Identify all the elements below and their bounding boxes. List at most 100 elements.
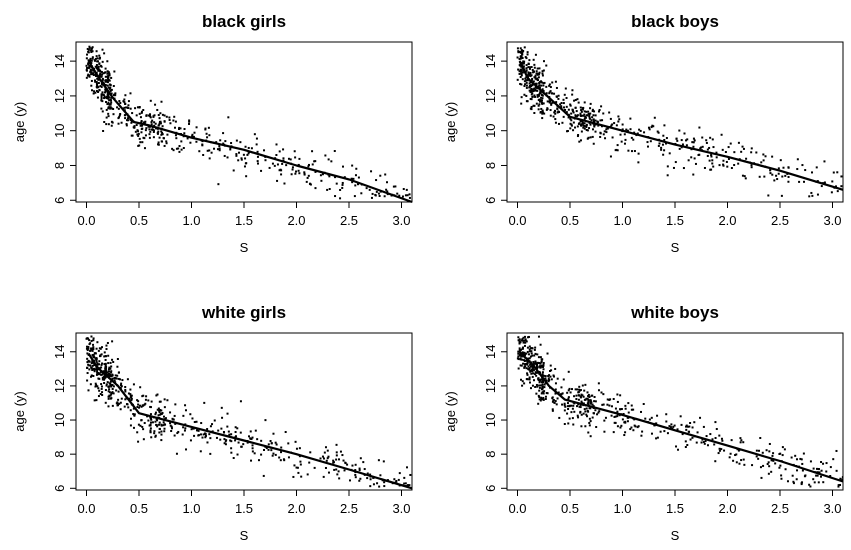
scatter-point	[532, 90, 535, 93]
scatter-point	[408, 193, 411, 196]
scatter-point	[522, 65, 525, 68]
scatter-point	[102, 129, 105, 132]
scatter-point	[803, 180, 806, 183]
scatter-point	[321, 455, 324, 458]
y-axis-label: age (y)	[12, 102, 27, 142]
scatter-point	[117, 390, 120, 393]
scatter-point	[105, 344, 108, 347]
scatter-point	[104, 368, 107, 371]
scatter-point	[616, 149, 619, 152]
scatter-point	[528, 89, 531, 92]
scatter-point	[591, 416, 594, 419]
scatter-point	[90, 51, 93, 54]
scatter-point	[120, 382, 123, 385]
scatter-point	[100, 99, 103, 102]
scatter-point	[295, 170, 298, 173]
scatter-point	[139, 386, 142, 389]
scatter-point	[127, 100, 130, 103]
scatter-point	[107, 405, 110, 408]
x-tick-label: 0.5	[130, 501, 148, 516]
scatter-point	[107, 390, 110, 393]
scatter-point	[661, 143, 664, 146]
scatter-point	[156, 419, 159, 422]
scatter-point	[90, 347, 93, 350]
scatter-point	[616, 400, 619, 403]
scatter-point	[536, 94, 539, 97]
scatter-point	[517, 358, 520, 361]
scatter-point	[530, 347, 533, 350]
scatter-point	[158, 120, 161, 123]
scatter-point	[817, 467, 820, 470]
scatter-point	[517, 355, 520, 358]
scatter-point	[111, 373, 114, 376]
scatter-point	[182, 147, 185, 150]
scatter-point	[531, 375, 534, 378]
scatter-point	[150, 123, 153, 126]
scatter-point	[816, 467, 819, 470]
scatter-point	[149, 405, 152, 408]
scatter-point	[218, 145, 221, 148]
scatter-point	[358, 469, 361, 472]
scatter-point	[577, 398, 580, 401]
scatter-point	[550, 92, 553, 95]
scatter-point	[197, 434, 200, 437]
scatter-point	[620, 408, 623, 411]
scatter-point	[540, 360, 543, 363]
scatter-point	[640, 434, 643, 437]
scatter-point	[154, 420, 157, 423]
plot-frame	[75, 41, 413, 203]
scatter-point	[521, 380, 524, 383]
scatter-point	[720, 133, 723, 136]
scatter-point	[163, 114, 166, 117]
scatter-point	[619, 408, 622, 411]
scatter-point	[762, 153, 765, 156]
scatter-point	[522, 49, 525, 52]
scatter-point	[354, 174, 357, 177]
scatter-point	[192, 135, 195, 138]
scatter-point	[182, 426, 185, 429]
scatter-point	[283, 459, 286, 462]
scatter-point	[572, 111, 575, 114]
scatter-point	[599, 135, 602, 138]
scatter-point	[385, 188, 388, 191]
scatter-point	[557, 391, 560, 394]
scatter-point	[593, 124, 596, 127]
scatter-point	[90, 362, 93, 365]
scatter-point	[629, 428, 632, 431]
scatter-point	[141, 127, 144, 130]
scatter-point	[88, 74, 91, 77]
scatter-point	[117, 398, 120, 401]
scatter-point	[149, 116, 152, 119]
scatter-point	[175, 147, 178, 150]
scatter-point	[88, 64, 91, 67]
scatter-point	[566, 412, 569, 415]
scatter-point	[768, 450, 771, 453]
scatter-point	[535, 70, 538, 73]
scatter-point	[795, 458, 798, 461]
scatter-point	[685, 144, 688, 147]
scatter-point	[528, 378, 531, 381]
scatter-point	[100, 373, 103, 376]
scatter-point	[677, 448, 680, 451]
scatter-point	[767, 194, 770, 197]
scatter-point	[703, 442, 706, 445]
scatter-point	[111, 404, 114, 407]
scatter-point	[160, 430, 163, 433]
scatter-point	[272, 452, 275, 455]
scatter-point	[158, 117, 161, 120]
scatter-point	[148, 125, 151, 128]
scatter-point	[534, 74, 537, 77]
scatter-point	[105, 96, 108, 99]
scatter-point	[548, 374, 551, 377]
scatter-point	[714, 421, 717, 424]
scatter-point	[663, 430, 666, 433]
scatter-point	[124, 385, 127, 388]
scatter-point	[379, 474, 382, 477]
scatter-point	[201, 436, 204, 439]
scatter-point	[523, 339, 526, 342]
scatter-point	[656, 414, 659, 417]
scatter-point	[591, 394, 594, 397]
scatter-point	[737, 162, 740, 165]
scatter-point	[691, 426, 694, 429]
scatter-point	[542, 368, 545, 371]
